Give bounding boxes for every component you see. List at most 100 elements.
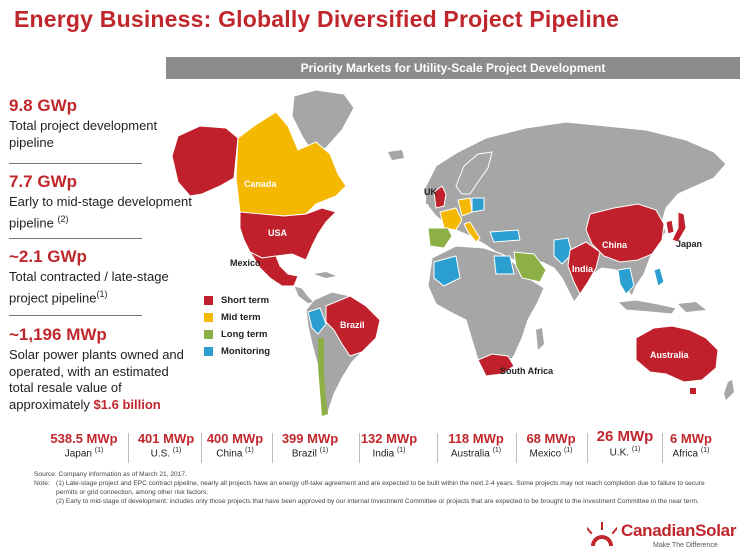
caption-value: 538.5 MWp: [50, 431, 118, 446]
caption-country: U.K. (1): [609, 446, 641, 459]
logo-tagline: Make The Difference: [653, 542, 718, 549]
divider: [9, 238, 142, 239]
legend-item-monitoring: Monitoring: [204, 343, 270, 360]
saudi-arabia-shape: [513, 251, 547, 283]
scandinavia-shape: [455, 151, 493, 195]
resale-value: $1.6 billion: [93, 396, 161, 412]
pakistan-shape: [553, 237, 573, 265]
legend-label: Mid term: [221, 312, 261, 323]
caption-value: 26 MWp: [596, 428, 654, 445]
caption-divider: [359, 433, 360, 463]
caption-divider: [516, 433, 517, 463]
note-key: Note:: [34, 480, 50, 487]
stat-desc: Solar power plants owned and operated, w…: [9, 347, 184, 412]
stat-owned-plants: ~1,196 MWp Solar power plants owned and …: [9, 325, 194, 413]
legend-item-long-term: Long term: [204, 326, 270, 343]
china-shape: [585, 203, 665, 263]
caption-value: 399 MWp: [281, 431, 339, 446]
caption-divider: [662, 433, 663, 463]
world-map: Canada USA Mexico Brazil UK China India …: [166, 82, 746, 434]
egypt-shape: [493, 255, 515, 275]
stat-value: 9.8 GWp: [9, 96, 78, 115]
label-uk: UK: [424, 187, 437, 197]
legend-label: Short term: [221, 295, 270, 306]
stat-total-pipeline: 9.8 GWp Total project development pipeli…: [9, 96, 194, 151]
caption-value: 132 MWp: [360, 431, 418, 446]
usa-shape: [239, 207, 337, 261]
caption-country: Australia (1): [450, 447, 502, 460]
caption-country: Africa (1): [672, 447, 710, 460]
page-title: Energy Business: Globally Diversified Pr…: [14, 6, 620, 32]
legend-swatch: [204, 347, 213, 356]
caption-uk: 26 MWp U.K. (1): [589, 428, 661, 458]
label-brazil: Brazil: [340, 320, 365, 330]
caption-divider: [128, 433, 129, 463]
note-1: Note: (1) Late-stage project and EPC con…: [34, 479, 724, 497]
stat-value: 7.7 GWp: [9, 172, 78, 191]
southeast-asia-shape: [617, 267, 635, 295]
madagascar-shape: [536, 328, 544, 350]
label-japan: Japan: [676, 239, 702, 249]
italy-shape: [463, 221, 481, 243]
philippines-shape: [653, 267, 665, 287]
caption-divider: [437, 433, 438, 463]
korea-shape: [665, 219, 675, 235]
caption-us: 401 MWp U.S. (1): [130, 431, 202, 459]
caption-country: Japan (1): [64, 447, 104, 460]
label-usa: USA: [268, 228, 288, 238]
france-shape: [439, 207, 463, 231]
caption-value: 400 MWp: [206, 431, 264, 446]
caption-value: 6 MWp: [670, 431, 712, 446]
stat-early-mid-pipeline: 7.7 GWp Early to mid-stage development p…: [9, 172, 194, 231]
map-banner: Priority Markets for Utility-Scale Proje…: [166, 57, 740, 79]
label-china: China: [602, 240, 628, 250]
peru-shape: [307, 307, 327, 335]
note-1-text: (1) Late-stage project and EPC contract …: [56, 480, 705, 496]
chile-shape: [318, 338, 328, 416]
divider: [9, 163, 142, 164]
mexico-shape: [248, 250, 299, 287]
spain-shape: [427, 227, 453, 249]
stat-desc: Total project development pipeline: [9, 118, 158, 150]
ireland-shape: [426, 196, 432, 204]
caption-brazil: 399 MWp Brazil (1): [274, 431, 346, 459]
caption-mexico: 68 MWp Mexico (1): [519, 431, 583, 459]
legend-label: Long term: [221, 329, 268, 340]
caption-value: 118 MWp: [448, 431, 504, 446]
caption-china: 400 MWp China (1): [200, 431, 270, 459]
stat-late-stage-pipeline: ~2.1 GWp Total contracted / late-stage p…: [9, 247, 194, 306]
legend-label: Monitoring: [221, 346, 271, 357]
source-note: Source: Company information as of March …: [34, 471, 187, 478]
legend-swatch: [204, 296, 213, 305]
legend-item-short-term: Short term: [204, 292, 270, 309]
sun-icon: [587, 522, 617, 546]
caption-country: U.S. (1): [150, 447, 182, 460]
indonesia-shape: [616, 299, 677, 315]
south-africa-shape: [477, 353, 515, 377]
uk-shape: [433, 185, 447, 209]
caption-country: China (1): [216, 447, 254, 460]
india-shape: [567, 241, 601, 295]
map-legend: Short term Mid term Long term Monitoring: [204, 292, 270, 360]
caption-value: 68 MWp: [526, 431, 576, 446]
alaska-shape: [171, 125, 239, 197]
caption-value: 401 MWp: [137, 431, 195, 446]
stat-value: ~1,196 MWp: [9, 325, 107, 344]
legend-item-mid-term: Mid term: [204, 309, 270, 326]
legend-swatch: [204, 330, 213, 339]
new-zealand-shape: [724, 380, 734, 400]
divider: [9, 315, 142, 316]
papua-shape: [678, 302, 706, 312]
caption-australia: 118 MWp Australia (1): [440, 431, 512, 459]
world-map-graphic: Canada USA Mexico Brazil UK China India …: [171, 89, 734, 417]
caption-country: Mexico (1): [529, 447, 573, 460]
label-canada: Canada: [244, 179, 278, 189]
logo-name: CanadianSolar: [621, 521, 737, 540]
caption-divider: [587, 433, 588, 463]
caption-country: India (1): [372, 447, 406, 460]
caption-africa: 6 MWp Africa (1): [664, 431, 718, 459]
caption-divider: [272, 433, 273, 463]
caribbean-shape: [314, 272, 336, 278]
note-2-text: (2) Early to mid-stage of development: i…: [56, 498, 699, 505]
australia-shape: [635, 325, 719, 383]
